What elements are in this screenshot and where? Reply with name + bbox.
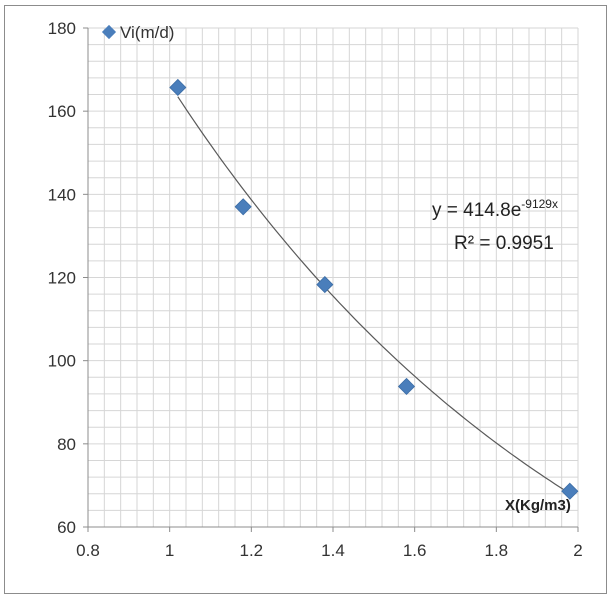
r-squared-text: R² = 0.9951 (454, 233, 554, 254)
data-point (397, 377, 416, 396)
data-points (169, 78, 579, 500)
trendline-equation: y = 414.8e-9129x R² = 0.9951 (432, 197, 558, 254)
x-tick-label: 1.6 (403, 541, 427, 560)
x-tick-label: 1 (165, 541, 174, 560)
y-tick-label: 160 (48, 102, 76, 121)
trendline-path (177, 96, 571, 495)
x-tick-label: 0.8 (76, 541, 100, 560)
trendline (177, 96, 571, 495)
equation-text: y = 414.8e-9129x (432, 197, 558, 221)
data-point (169, 78, 187, 97)
legend-label: Vi(m/d) (120, 23, 174, 42)
x-axis-label: X(Kg/m3) (505, 497, 571, 514)
y-tick-label: 80 (57, 435, 76, 454)
x-tick-label: 2 (573, 541, 582, 560)
y-tick-label: 120 (48, 269, 76, 288)
grid (87, 27, 579, 528)
data-point (316, 276, 334, 294)
data-point (561, 482, 579, 500)
x-tick-label: 1.2 (240, 541, 264, 560)
y-tick-label: 100 (48, 352, 76, 371)
legend: Vi(m/d) (101, 23, 174, 42)
axes (83, 27, 579, 532)
y-tick-label: 140 (48, 185, 76, 204)
y-tick-label: 180 (48, 19, 76, 38)
x-tick-label: 1.4 (321, 541, 345, 560)
tick-labels: 60 80 100 120 140 160 180 0.8 1 1.2 1.4 1.6 1.8 2 (48, 19, 583, 560)
data-point (234, 198, 252, 216)
y-tick-label: 60 (57, 518, 76, 537)
x-tick-label: 1.8 (485, 541, 509, 560)
